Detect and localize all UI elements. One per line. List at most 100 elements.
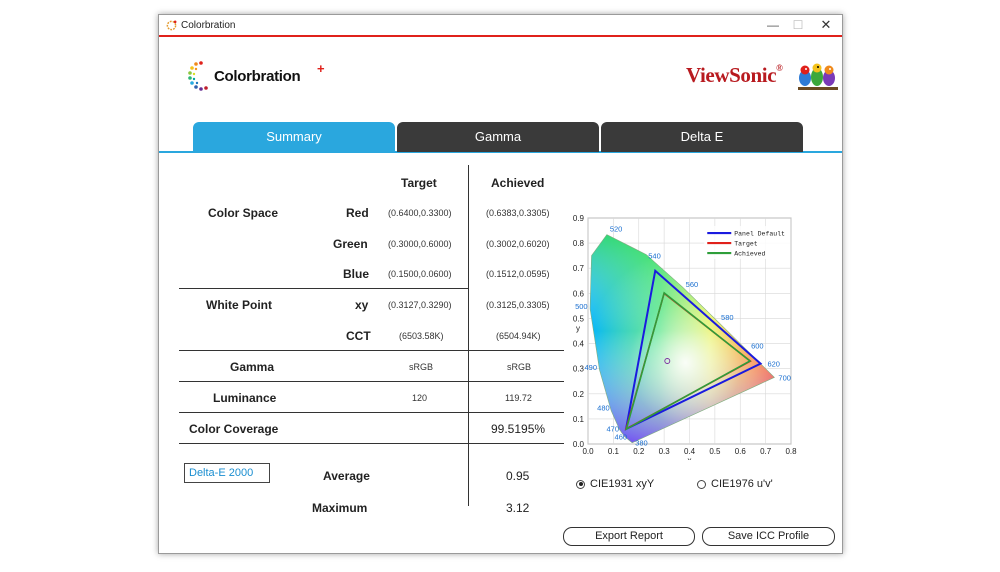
maximum-value: 3.12 xyxy=(506,501,530,515)
cct-target: (6503.58K) xyxy=(399,331,444,341)
cct-label: CCT xyxy=(346,329,371,343)
cie-chart: 0.0 0.1 0.2 0.3 0.4 0.5 0.6 0.7 0.8 0.0 0.1 0.2 0.3 0… xyxy=(564,200,804,465)
legend-label: Achieved xyxy=(734,251,765,258)
export-report-button[interactable]: Export Report xyxy=(563,527,695,546)
blue-label: Blue xyxy=(343,267,370,281)
x-tick-label: 0.0 xyxy=(582,447,594,456)
tab-gamma[interactable]: Gamma xyxy=(397,122,599,152)
luminance-target: 120 xyxy=(412,393,428,403)
row-divider xyxy=(179,412,564,413)
y-tick-label: 0.0 xyxy=(573,440,585,449)
wavelength-label: 470 xyxy=(606,424,619,433)
y-tick-label: 0.4 xyxy=(573,340,585,349)
delta-e-formula-select[interactable]: Delta-E 2000 xyxy=(184,463,270,483)
x-tick-label: 0.5 xyxy=(709,447,721,456)
green-achieved: (0.3002,0.6020) xyxy=(486,239,550,249)
x-axis-label: x xyxy=(688,456,692,460)
xy-achieved: (0.3125,0.3305) xyxy=(486,300,550,310)
y-tick-label: 0.9 xyxy=(573,214,585,223)
header-target: Target xyxy=(401,176,437,190)
wavelength-label: 580 xyxy=(721,313,734,322)
red-achieved: (0.6383,0.3305) xyxy=(486,208,550,218)
row-divider xyxy=(179,350,564,351)
gamma-label: Gamma xyxy=(230,360,275,374)
red-target: (0.6400,0.3300) xyxy=(388,208,452,218)
save-icc-profile-button[interactable]: Save ICC Profile xyxy=(702,527,835,546)
wavelength-label: 520 xyxy=(610,225,623,234)
wavelength-label: 460 xyxy=(615,433,628,442)
wavelength-label: 560 xyxy=(686,280,699,289)
view-mode-cie1976-label: CIE1976 u'v' xyxy=(711,478,773,490)
y-tick-label: 0.3 xyxy=(573,365,585,374)
wavelength-label: 700 xyxy=(778,373,791,382)
cct-achieved: (6504.94K) xyxy=(496,331,541,341)
wavelength-label: 490 xyxy=(585,363,598,372)
x-tick-label: 0.3 xyxy=(659,447,671,456)
colorbration-logo: Colorbration + xyxy=(187,59,325,95)
viewsonic-birds-icon xyxy=(798,63,838,90)
close-button[interactable]: ✕ xyxy=(820,17,832,32)
view-mode-cie1931-label: CIE1931 xyY xyxy=(590,478,655,490)
row-divider xyxy=(179,443,564,444)
x-tick-label: 0.7 xyxy=(760,447,772,456)
header-achieved: Achieved xyxy=(491,176,545,190)
white-point-label: White Point xyxy=(206,298,272,312)
legend-label: Target xyxy=(734,241,758,248)
row-divider xyxy=(179,381,564,382)
cie-chart-svg: 0.0 0.1 0.2 0.3 0.4 0.5 0.6 0.7 0.8 0.0 0.1 0.2 0.3 0… xyxy=(573,214,797,465)
y-axis-label: y xyxy=(576,324,580,333)
gamma-target: sRGB xyxy=(409,362,434,372)
tab-delta-e[interactable]: Delta E xyxy=(601,122,803,152)
y-tick-label: 0.6 xyxy=(573,289,585,298)
x-tick-label: 0.1 xyxy=(608,447,620,456)
blue-achieved: (0.1512,0.0595) xyxy=(486,269,550,279)
radio-unselected-icon[interactable] xyxy=(697,479,706,489)
color-coverage-value: 99.5195% xyxy=(491,422,546,436)
xy-target: (0.3127,0.3290) xyxy=(388,300,452,310)
x-tick-label: 0.2 xyxy=(633,447,645,456)
y-tick-label: 0.5 xyxy=(573,314,585,323)
wavelength-label: 540 xyxy=(648,252,661,261)
colorbration-wordmark: Colorbration xyxy=(214,68,301,85)
tab-summary[interactable]: Summary xyxy=(193,122,395,152)
colorbration-mark-icon xyxy=(188,61,208,91)
wavelength-label: 600 xyxy=(751,341,764,350)
summary-table: Target Achieved Color Space Red (0.6400,… xyxy=(179,165,564,515)
maximum-label: Maximum xyxy=(312,501,368,515)
radio-selected-icon[interactable] xyxy=(576,479,585,489)
maximize-button[interactable]: ☐ xyxy=(792,18,804,32)
y-tick-label: 0.2 xyxy=(573,390,585,399)
y-tick-label: 0.7 xyxy=(573,264,585,273)
app-icon xyxy=(166,20,177,31)
x-tick-label: 0.6 xyxy=(735,447,747,456)
tab-bar: Summary Gamma Delta E xyxy=(159,122,842,153)
wavelength-label: 480 xyxy=(597,404,610,413)
viewsonic-wordmark: ViewSonic® xyxy=(686,63,783,87)
average-value: 0.95 xyxy=(506,469,530,483)
view-mode-cie1976[interactable]: CIE1976 u'v' xyxy=(697,478,773,490)
title-bar: Colorbration — ☐ ✕ xyxy=(159,15,842,37)
gamut-triangle-achieved xyxy=(625,291,752,431)
app-window: Colorbration — ☐ ✕ Colorbration + ViewSo… xyxy=(158,14,843,554)
gamma-achieved: sRGB xyxy=(507,362,532,372)
y-tick-label: 0.1 xyxy=(573,415,585,424)
red-label: Red xyxy=(346,206,369,220)
blue-target: (0.1500,0.0600) xyxy=(388,269,452,279)
x-tick-label: 0.8 xyxy=(785,447,797,456)
wavelength-label: 500 xyxy=(575,302,588,311)
viewsonic-logo: ViewSonic® xyxy=(684,61,844,93)
window-title: Colorbration xyxy=(181,20,236,31)
color-coverage-label: Color Coverage xyxy=(189,422,279,436)
green-label: Green xyxy=(333,237,368,251)
luminance-label: Luminance xyxy=(213,391,277,405)
xy-label: xy xyxy=(355,298,369,312)
luminance-achieved: 119.72 xyxy=(505,393,532,403)
minimize-button[interactable]: — xyxy=(767,18,779,32)
average-label: Average xyxy=(323,469,370,483)
white-point-marker xyxy=(664,358,671,364)
x-tick-label: 0.4 xyxy=(684,447,696,456)
view-mode-cie1931[interactable]: CIE1931 xyY xyxy=(576,478,654,490)
row-divider xyxy=(179,288,468,289)
column-divider xyxy=(468,165,469,506)
legend-label: Panel Default xyxy=(734,231,785,238)
